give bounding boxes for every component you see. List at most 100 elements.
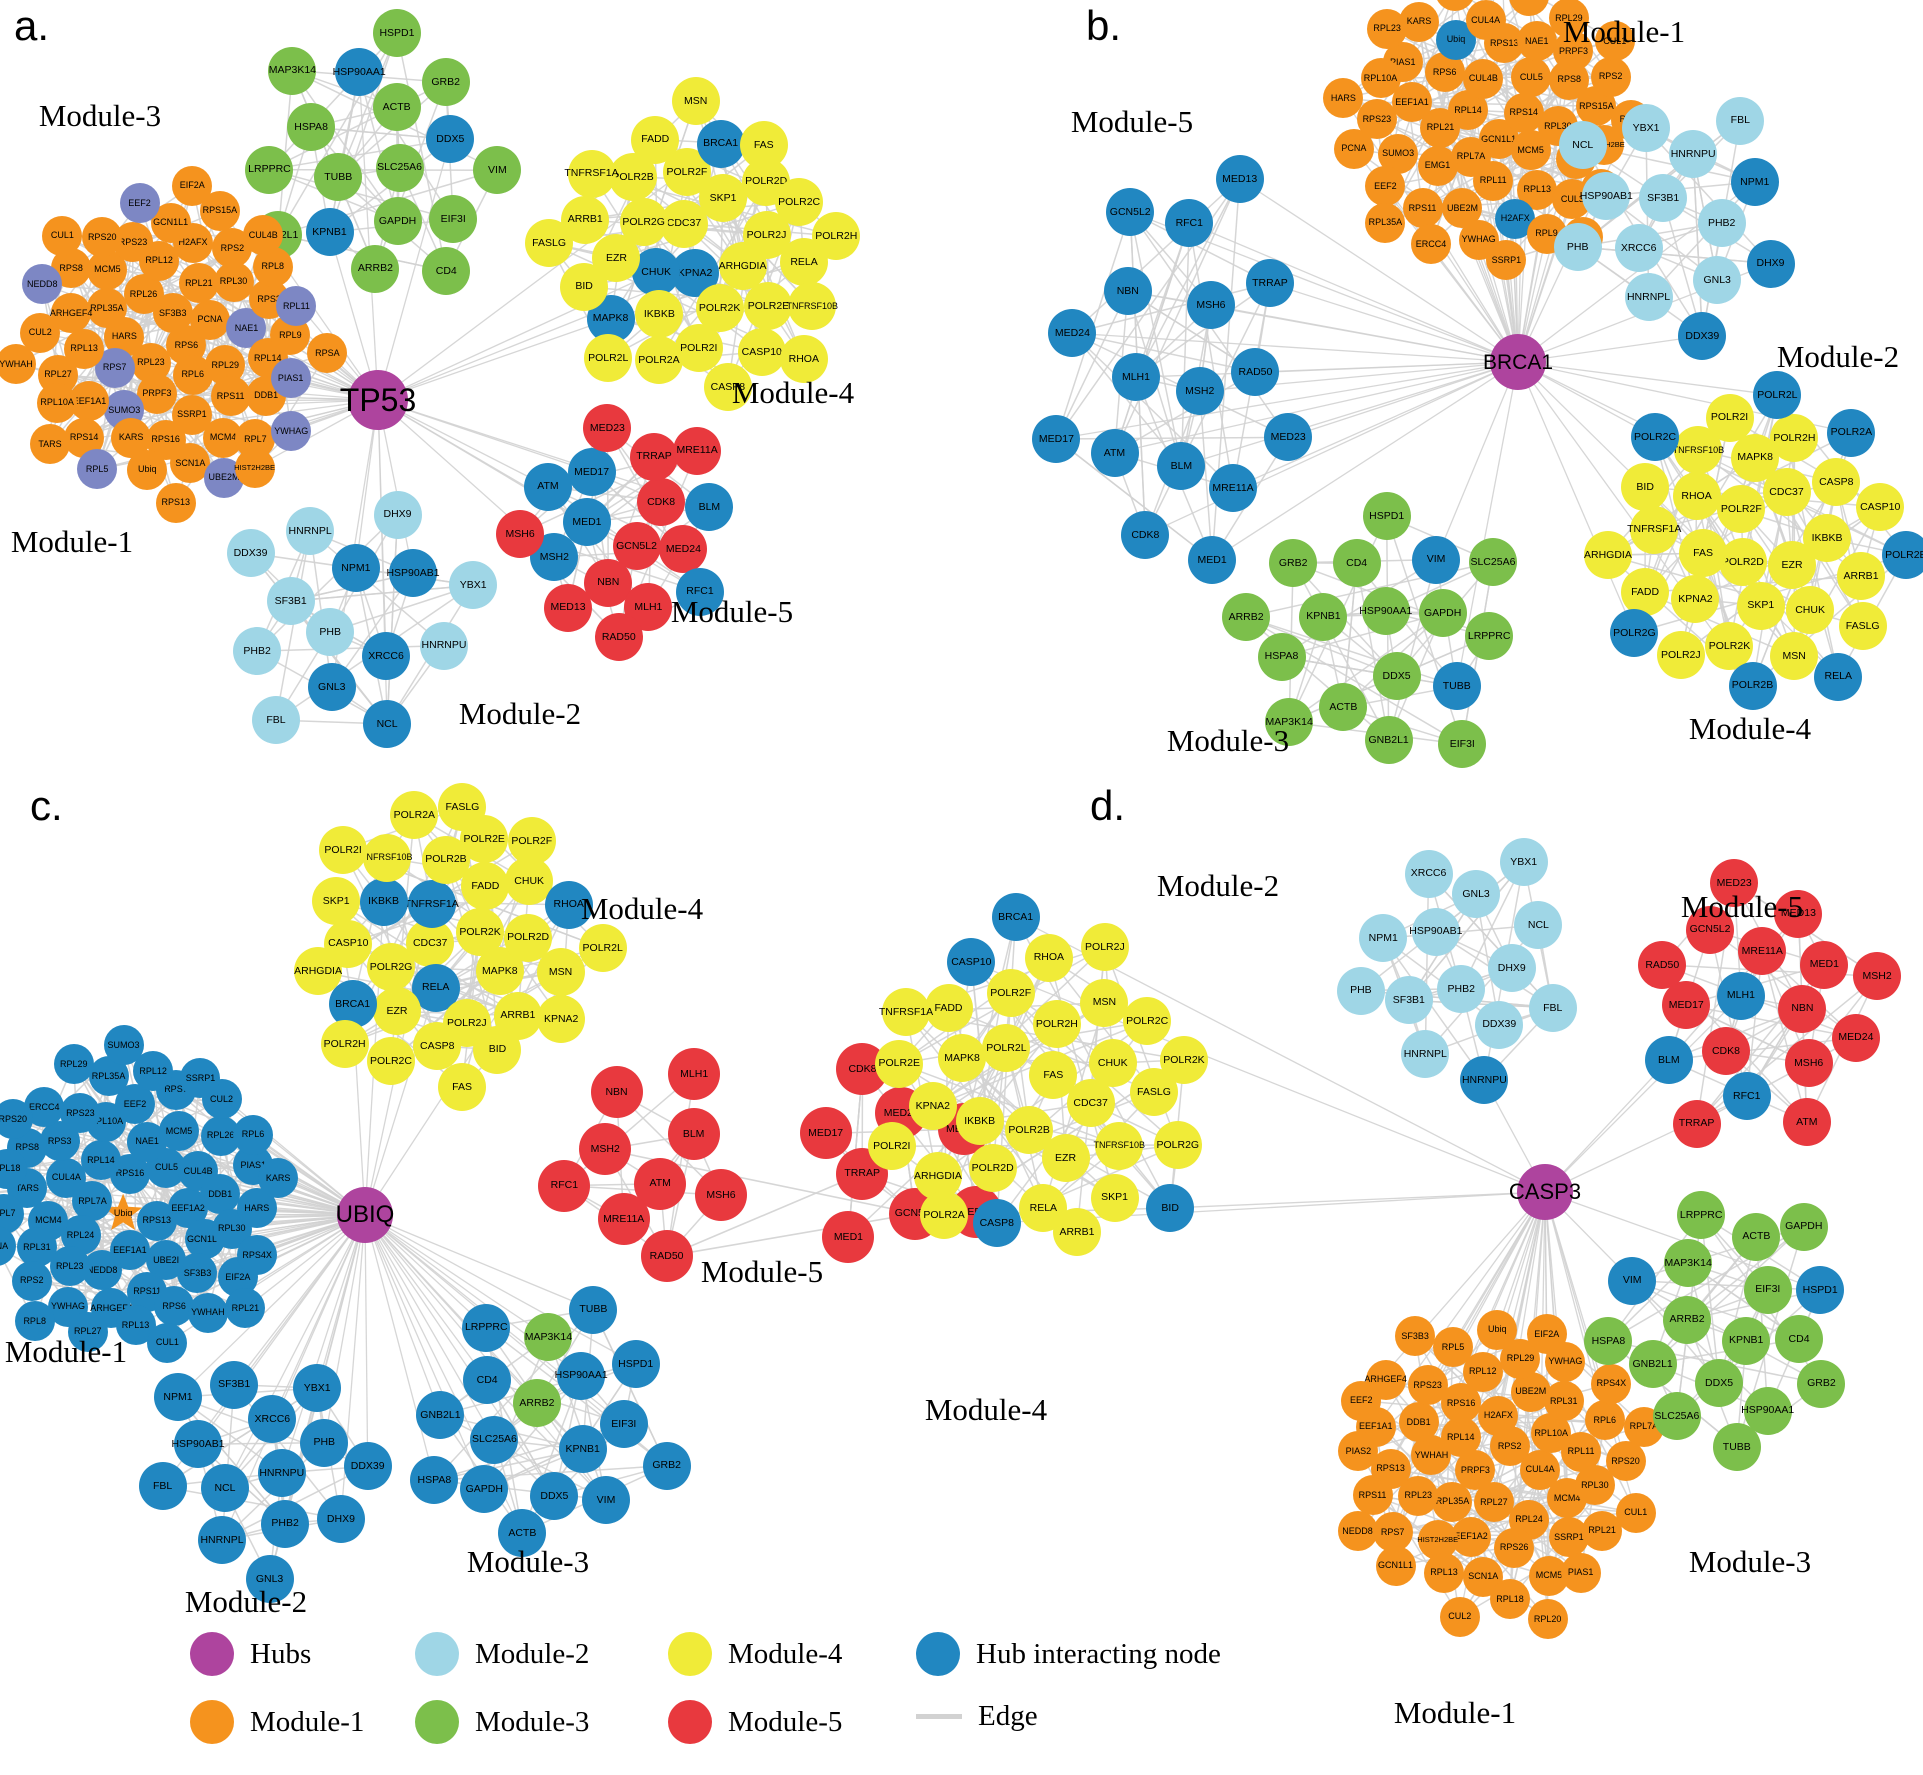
node-polr2a[interactable]: POLR2A bbox=[920, 1190, 969, 1239]
node-vim[interactable]: VIM bbox=[473, 146, 522, 195]
node-polr2f[interactable]: POLR2F bbox=[507, 817, 556, 866]
node-pias2[interactable]: PIAS2 bbox=[1338, 1431, 1379, 1472]
node-polr2d[interactable]: POLR2D bbox=[1718, 537, 1767, 586]
node-hnrnpu[interactable]: HNRNPU bbox=[420, 621, 469, 670]
node-cdk8[interactable]: CDK8 bbox=[637, 478, 686, 527]
node-nedd8[interactable]: NEDD8 bbox=[1337, 1511, 1378, 1552]
node-mre11a[interactable]: MRE11A bbox=[1738, 927, 1787, 976]
hub-brca1[interactable]: BRCA1 bbox=[1483, 334, 1553, 390]
node-msh6[interactable]: MSH6 bbox=[1784, 1039, 1833, 1088]
node-ybx1[interactable]: YBX1 bbox=[1499, 838, 1548, 887]
node-fas[interactable]: FAS bbox=[1679, 529, 1728, 578]
node-dhx9[interactable]: DHX9 bbox=[1746, 239, 1795, 288]
node-rpl10a[interactable]: RPL10A bbox=[1360, 58, 1401, 99]
node-rpl21[interactable]: RPL21 bbox=[225, 1288, 266, 1329]
node-msn[interactable]: MSN bbox=[1770, 632, 1819, 681]
node-rela[interactable]: RELA bbox=[1814, 652, 1863, 701]
node-polr2l[interactable]: POLR2L bbox=[578, 924, 627, 973]
node-rad50[interactable]: RAD50 bbox=[594, 612, 643, 661]
node-msh6[interactable]: MSH6 bbox=[1186, 281, 1235, 330]
node-trrap[interactable]: TRRAP bbox=[1672, 1099, 1721, 1148]
node-rpl23[interactable]: RPL23 bbox=[1367, 8, 1408, 49]
node-bid[interactable]: BID bbox=[560, 262, 609, 311]
node-ywhag[interactable]: YWHAG bbox=[271, 411, 312, 452]
node-pias1[interactable]: PIAS1 bbox=[1560, 1552, 1601, 1593]
node-polr2d[interactable]: POLR2D bbox=[968, 1144, 1017, 1193]
node-actb[interactable]: ACTB bbox=[372, 82, 421, 131]
node-hspd1[interactable]: HSPD1 bbox=[1796, 1266, 1845, 1315]
node-pcna[interactable]: PCNA bbox=[1333, 128, 1374, 169]
node-polr2g[interactable]: POLR2G bbox=[1610, 608, 1659, 657]
node-rpl18[interactable]: RPL18 bbox=[1490, 1579, 1531, 1620]
node-arrb2[interactable]: ARRB2 bbox=[512, 1379, 561, 1428]
node-arrb1[interactable]: ARRB1 bbox=[1052, 1208, 1101, 1257]
node-phb2[interactable]: PHB2 bbox=[1697, 198, 1746, 247]
node-brca1[interactable]: BRCA1 bbox=[696, 119, 745, 168]
node-polr2h[interactable]: POLR2H bbox=[1032, 1000, 1081, 1049]
node-polr2c[interactable]: POLR2C bbox=[775, 178, 824, 227]
node-fbl[interactable]: FBL bbox=[1716, 96, 1765, 145]
node-med17[interactable]: MED17 bbox=[1662, 981, 1711, 1030]
node-rfc1[interactable]: RFC1 bbox=[538, 1159, 591, 1212]
node-chuk[interactable]: CHUK bbox=[1088, 1039, 1137, 1088]
node-grb2[interactable]: GRB2 bbox=[1269, 538, 1318, 587]
node-fadd[interactable]: FADD bbox=[631, 115, 680, 164]
node-eif2a[interactable]: EIF2A bbox=[1526, 1314, 1567, 1355]
node-med23[interactable]: MED23 bbox=[583, 404, 632, 453]
node-polr2c[interactable]: POLR2C bbox=[366, 1037, 415, 1086]
node-gnl3[interactable]: GNL3 bbox=[1452, 870, 1501, 919]
node-med17[interactable]: MED17 bbox=[1032, 414, 1081, 463]
node-gnl3[interactable]: GNL3 bbox=[307, 663, 356, 712]
node-ercc4[interactable]: ERCC4 bbox=[1411, 224, 1452, 265]
node-hars[interactable]: HARS bbox=[1323, 78, 1364, 119]
node-casp10[interactable]: CASP10 bbox=[1856, 483, 1905, 532]
node-mlh1[interactable]: MLH1 bbox=[1716, 971, 1765, 1020]
node-polr2l[interactable]: POLR2L bbox=[584, 334, 633, 383]
node-npm1[interactable]: NPM1 bbox=[1730, 157, 1779, 206]
node-xrcc6[interactable]: XRCC6 bbox=[1404, 849, 1453, 898]
node-hnrnpl[interactable]: HNRNPL bbox=[198, 1516, 247, 1565]
node-cd4[interactable]: CD4 bbox=[1332, 539, 1381, 588]
node-ddx39[interactable]: DDX39 bbox=[343, 1442, 392, 1491]
node-polr2b[interactable]: POLR2B bbox=[1728, 661, 1777, 710]
node-ywhah[interactable]: YWHAH bbox=[0, 344, 36, 385]
node-map3k14[interactable]: MAP3K14 bbox=[1664, 1239, 1713, 1288]
node-casp10[interactable]: CASP10 bbox=[947, 938, 996, 987]
node-cul2[interactable]: CUL2 bbox=[1439, 1596, 1480, 1637]
hub-tp53[interactable]: TP53 bbox=[340, 370, 416, 430]
node-blm[interactable]: BLM bbox=[1644, 1035, 1693, 1084]
node-faslg[interactable]: FASLG bbox=[438, 783, 487, 832]
node-polr2a[interactable]: POLR2A bbox=[1827, 408, 1876, 457]
node-fadd[interactable]: FADD bbox=[461, 862, 510, 911]
node-gapdh[interactable]: GAPDH bbox=[1418, 589, 1467, 638]
node-hspa8[interactable]: HSPA8 bbox=[1257, 632, 1306, 681]
node-polr2c[interactable]: POLR2C bbox=[1123, 997, 1172, 1046]
node-rpl35a[interactable]: RPL35A bbox=[1432, 1481, 1473, 1522]
node-eif3i[interactable]: EIF3I bbox=[1743, 1265, 1792, 1314]
node-mre11a[interactable]: MRE11A bbox=[1209, 464, 1258, 513]
node-nedd8[interactable]: NEDD8 bbox=[22, 264, 63, 305]
node-cul1[interactable]: CUL1 bbox=[42, 215, 83, 256]
node-mapk8[interactable]: MAPK8 bbox=[938, 1034, 987, 1083]
node-tnfrsf10b[interactable]: TNFRSF10B bbox=[1094, 1121, 1145, 1170]
node-pcna[interactable]: PCNA bbox=[0, 1226, 16, 1267]
node-cul1[interactable]: CUL1 bbox=[1615, 1492, 1656, 1533]
node-trrap[interactable]: TRRAP bbox=[1245, 259, 1294, 308]
node-rhoa[interactable]: RHOA bbox=[1024, 933, 1073, 982]
node-ssrp1[interactable]: SSRP1 bbox=[1486, 240, 1527, 281]
node-kpnb1[interactable]: KPNB1 bbox=[1299, 592, 1348, 641]
node-polr2h[interactable]: POLR2H bbox=[812, 212, 861, 261]
node-atm[interactable]: ATM bbox=[1782, 1097, 1831, 1146]
node-lrpprc[interactable]: LRPPRC bbox=[245, 145, 294, 194]
node-med17[interactable]: MED17 bbox=[799, 1107, 852, 1160]
node-sumo3[interactable]: SUMO3 bbox=[103, 1025, 144, 1066]
node-dhx9[interactable]: DHX9 bbox=[1487, 943, 1536, 992]
node-sf3b1[interactable]: SF3B1 bbox=[266, 577, 315, 626]
node-eef2[interactable]: EEF2 bbox=[1341, 1380, 1382, 1421]
node-polr2i[interactable]: POLR2I bbox=[867, 1122, 916, 1171]
node-polr2h[interactable]: POLR2H bbox=[1770, 414, 1819, 463]
node-eif3i[interactable]: EIF3I bbox=[599, 1400, 648, 1449]
node-rad50[interactable]: RAD50 bbox=[1638, 940, 1687, 989]
node-xrcc6[interactable]: XRCC6 bbox=[248, 1395, 297, 1444]
node-actb[interactable]: ACTB bbox=[1319, 683, 1368, 732]
